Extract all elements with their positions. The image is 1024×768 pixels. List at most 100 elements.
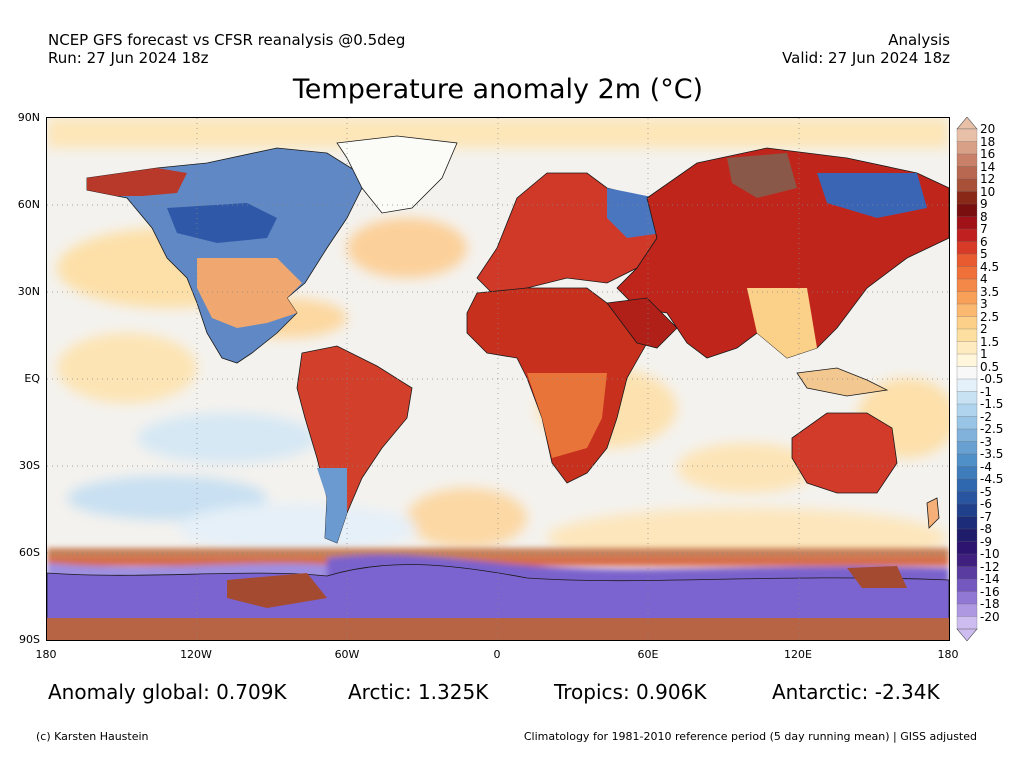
- colorbar-swatch: [956, 203, 978, 217]
- colorbar-swatch: [956, 503, 978, 517]
- colorbar-swatch: [956, 391, 978, 405]
- colorbar-label: -2.5: [980, 422, 1004, 436]
- colorbar-swatch: [956, 528, 978, 542]
- colorbar-swatch: [956, 303, 978, 317]
- colorbar-swatch: [956, 466, 978, 480]
- lon-label-180e: 180: [937, 648, 959, 661]
- colorbar-label: 9: [980, 197, 988, 211]
- colorbar-label: -1.5: [980, 397, 1004, 411]
- graticule: [47, 118, 949, 640]
- anomaly-map: [46, 117, 950, 641]
- colorbar-swatch: [956, 316, 978, 330]
- colorbar-swatch: [956, 128, 978, 142]
- colorbar-label: -7: [980, 509, 992, 524]
- colorbar-label: -3: [980, 434, 992, 449]
- lon-label-0: 0: [493, 648, 501, 661]
- colorbar-swatch: [956, 353, 978, 367]
- lat-label-30n: 30N: [17, 285, 40, 298]
- lat-label-60s: 60S: [19, 546, 40, 559]
- lat-label-90s: 90S: [19, 633, 40, 646]
- colorbar-label: 3: [980, 297, 988, 311]
- colorbar-swatch: [956, 341, 978, 355]
- lon-label-120e: 120E: [784, 648, 812, 661]
- lat-label-60n: 60N: [17, 198, 40, 211]
- colorbar-label: -0.5: [980, 372, 1004, 386]
- colorbar-label: 1: [980, 347, 988, 361]
- colorbar-swatch: [956, 328, 978, 342]
- colorbar-swatch: [956, 153, 978, 167]
- colorbar-swatch: [956, 366, 978, 380]
- colorbar-label: 2: [980, 322, 988, 336]
- colorbar-label: -2: [980, 409, 992, 424]
- colorbar-label: -5: [980, 484, 992, 499]
- colorbar-swatch: [956, 453, 978, 467]
- colorbar-label: 18: [980, 134, 996, 149]
- colorbar-swatch: [956, 553, 978, 567]
- colorbar-label: 8: [980, 209, 988, 224]
- colorbar-swatch: [956, 178, 978, 192]
- climatology-note: Climatology for 1981-2010 reference peri…: [523, 730, 977, 743]
- australia: [791, 412, 898, 494]
- colorbar-swatch: [956, 228, 978, 242]
- colorbar-swatch: [956, 428, 978, 442]
- colorbar-label: -1: [980, 384, 992, 399]
- lat-label-30s: 30S: [19, 459, 40, 472]
- colorbar-swatch: [956, 253, 978, 267]
- lon-label-60e: 60E: [637, 648, 659, 661]
- colorbar-swatch: [956, 603, 978, 617]
- colorbar-label: -10: [980, 547, 1000, 561]
- colorbar-swatch: [956, 291, 978, 305]
- colorbar-label: 10: [980, 184, 996, 199]
- colorbar-label: 4.5: [980, 259, 1000, 274]
- colorbar-swatch: [956, 241, 978, 255]
- colorbar-swatch: [956, 191, 978, 205]
- new-zealand: [926, 497, 940, 529]
- colorbar-label: 12: [980, 172, 996, 186]
- colorbar-label: 14: [980, 159, 996, 174]
- global-anomaly: Anomaly global: 0.709K: [48, 680, 287, 704]
- colorbar-swatch: [956, 591, 978, 605]
- colorbar-label: -4: [980, 459, 992, 474]
- lat-label-eq: EQ: [24, 372, 40, 385]
- lon-label-120w: 120W: [180, 648, 212, 661]
- colorbar-label: 5: [980, 247, 988, 261]
- colorbar-label: -14: [980, 572, 1000, 586]
- valid-time: Valid: 27 Jun 2024 18z: [782, 49, 950, 67]
- tropics-anomaly: Tropics: 0.906K: [554, 680, 707, 704]
- colorbar-swatch: [956, 141, 978, 155]
- colorbar-swatch: [956, 478, 978, 492]
- colorbar-label: -16: [980, 584, 1000, 599]
- colorbar-label: 4: [980, 272, 988, 286]
- greenland: [336, 135, 458, 214]
- arctic-anomaly: Arctic: 1.325K: [348, 680, 489, 704]
- colorbar-swatch: [956, 541, 978, 555]
- map-title: Temperature anomaly 2m (°C): [292, 74, 704, 105]
- colorbar-label: 16: [980, 147, 996, 161]
- colorbar-swatch: [956, 441, 978, 455]
- north-america: [86, 147, 368, 364]
- colorbar-bottom-arrow: [956, 628, 978, 641]
- analysis-label: Analysis: [888, 31, 950, 49]
- colorbar-label: 1.5: [980, 334, 1000, 349]
- colorbar-label: -3.5: [980, 447, 1004, 461]
- lon-label-180w: 180: [35, 648, 57, 661]
- continents: [47, 135, 949, 640]
- maritime-continent: [796, 367, 889, 397]
- colorbar-swatch: [956, 266, 978, 280]
- copyright: (c) Karsten Haustein: [36, 730, 149, 743]
- colorbar-label: 7: [980, 222, 988, 236]
- antarctic-anomaly: Antarctic: -2.34K: [772, 680, 940, 704]
- colorbar-label: 20: [980, 122, 996, 136]
- colorbar-label: -8: [980, 522, 992, 536]
- colorbar-label: -20: [980, 609, 1000, 624]
- colorbar-label: -9: [980, 534, 992, 549]
- colorbar-swatch: [956, 416, 978, 430]
- lon-label-60w: 60W: [334, 648, 360, 661]
- colorbar-swatch: [956, 166, 978, 180]
- colorbar-swatch: [956, 378, 978, 392]
- colorbar-swatch: [956, 516, 978, 530]
- colorbar: [956, 117, 978, 641]
- colorbar-swatch: [956, 403, 978, 417]
- run-time: Run: 27 Jun 2024 18z: [48, 49, 209, 67]
- colorbar-label: -12: [980, 559, 1000, 574]
